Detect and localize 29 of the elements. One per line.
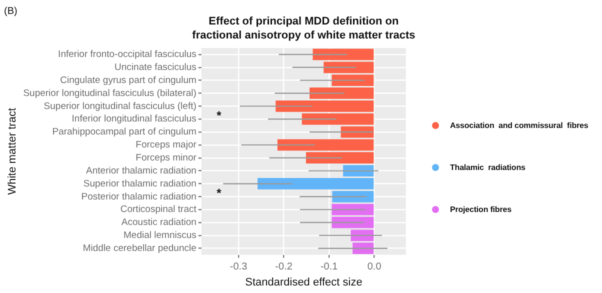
x-tick-label: -0.3	[230, 262, 248, 273]
y-tick-label: Anterior thalamic radiation	[86, 165, 196, 176]
y-tick-label: Middle cerebellar peduncle	[82, 242, 196, 254]
annotation: *	[216, 108, 222, 123]
y-tick-label: Superior longitudinal fasciculus (bilateral)	[23, 88, 196, 99]
y-axis-title: White matter tract	[6, 108, 19, 195]
y-tick-label: Cingulate gyrus part of cingulum	[60, 74, 196, 86]
y-tick-label: Inferior fronto-occipital fasciculus	[58, 49, 197, 60]
legend-label: Association and commissural fibres	[450, 120, 588, 130]
annotation: *	[216, 186, 222, 200]
y-tick-label: Inferior longitudinal fasciculus	[72, 114, 197, 125]
legend-label: Thalamic radiations	[450, 162, 526, 172]
y-tick-label: Forceps minor	[136, 152, 196, 164]
x-tick-label: -0.1	[320, 262, 338, 273]
x-tick-label: -0.2	[275, 262, 293, 273]
legend-label: Projection fibres	[450, 204, 512, 214]
x-axis-title: Standardised effect size	[245, 276, 362, 288]
y-tick-label: Posterior thalamic radiation	[81, 191, 196, 202]
y-tick-label: Superior thalamic radiation	[83, 178, 196, 190]
text: (B)	[4, 6, 18, 17]
x-tick-label: 0.0	[367, 262, 382, 273]
y-tick-label: Uncinate fasciculus	[114, 62, 197, 74]
y-tick-label: Superior longitudinal fasciculus (left)	[44, 100, 196, 112]
chart-title: Effect of principal MDD definition on fractional anisotropy of white matter tracts	[192, 16, 416, 42]
y-tick-label: Forceps major	[136, 140, 196, 151]
y-tick-label: Acoustic radiation	[121, 217, 196, 228]
y-tick-label: Medial lemniscus	[124, 230, 197, 242]
y-tick-label: Parahippocampal part of cingulum	[52, 126, 196, 138]
y-tick-label: Corticospinal tract	[120, 204, 197, 216]
